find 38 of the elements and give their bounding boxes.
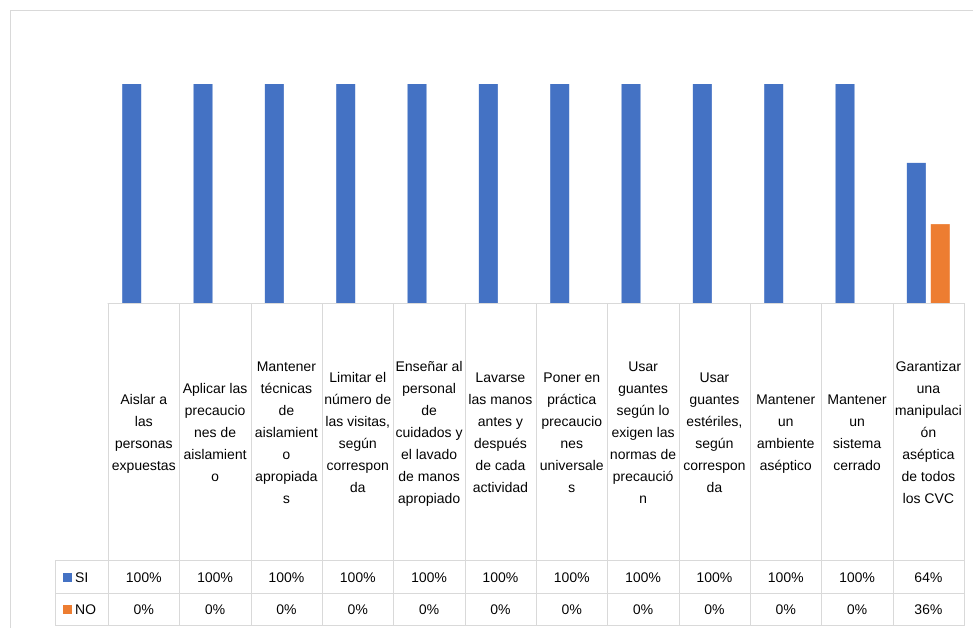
data-label: 100% (554, 569, 590, 585)
data-label: 0% (704, 601, 724, 617)
x-tick-label: Aislar a las personas expuestas (110, 390, 177, 475)
x-tick-label: Limitar el número de las visitas, según corresponda (324, 368, 392, 496)
data-label: 100% (482, 569, 518, 585)
data-label: 100% (340, 569, 376, 585)
data-label: 64% (914, 569, 942, 585)
x-tick-label: Mantener técnicas de aislamiento apropiadas (254, 356, 319, 508)
data-label: 0% (134, 601, 154, 617)
data-label: 100% (268, 569, 304, 585)
x-tick-label: Mantener un ambiente aséptico (755, 390, 816, 475)
data-label: 0% (418, 601, 440, 617)
x-tick-label: Garantizar una manipulación aséptica de todos los CVC (894, 356, 962, 508)
data-label: 100% (625, 569, 661, 585)
x-tick-label: Usar guantes según lo exigen las normas de precaución (609, 356, 677, 508)
data-label: 100% (696, 569, 732, 585)
data-label: 100% (411, 569, 447, 585)
x-tick-label: Usar guantes estériles, según corresponda (682, 368, 746, 496)
x-tick-label: Aplicar las precauciones de aislamiento (182, 378, 248, 486)
legend-label: NO (75, 601, 96, 617)
x-tick-label: Poner en práctica precauciones universales (538, 368, 605, 496)
data-label: 100% (126, 569, 162, 585)
data-label: 100% (197, 569, 233, 585)
data-label: 36% (914, 601, 942, 617)
data-label: 100% (768, 569, 804, 585)
data-label: 0% (632, 601, 654, 617)
x-tick-label: Enseñar al personal de cuidados y el lavado de manos apropiado (395, 356, 463, 508)
x-tick-label: Mantener un sistema cerrado (826, 390, 888, 474)
x-tick-label: Lavarse las manos antes y después de cada actividad (467, 368, 534, 496)
legend-label: SI (75, 569, 88, 585)
data-label: 100% (839, 569, 875, 585)
data-label: 0% (846, 601, 868, 617)
data-label: 0% (562, 601, 582, 617)
data-label: 0% (204, 601, 226, 617)
data-label: 0% (276, 601, 296, 617)
data-label: 0% (348, 601, 368, 617)
data-label: 0% (490, 601, 510, 617)
data-label: 0% (776, 601, 796, 617)
